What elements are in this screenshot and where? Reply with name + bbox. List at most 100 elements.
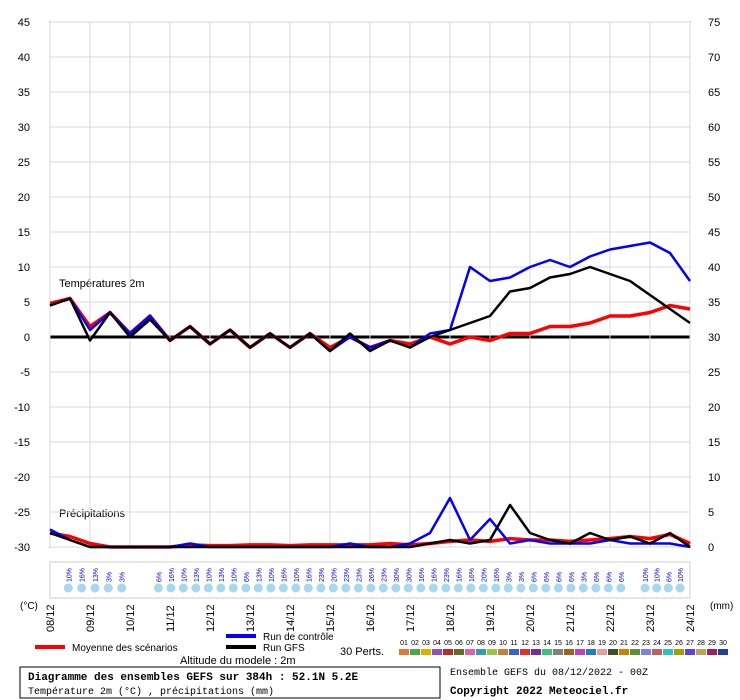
snow-risk-label: 16% [80,568,87,582]
perturbation-label: 21 [620,640,628,647]
snow-risk-label: 10% [643,568,650,582]
snow-risk-label: 20% [481,568,488,582]
snow-risk-label: 6% [544,572,551,582]
snow-marker [253,583,263,593]
temp-label: Températures 2m [59,278,145,290]
snow-marker [191,583,201,593]
y-tick-label: 0 [24,332,30,344]
snow-risk-label: 23% [381,568,388,582]
chart-subtitle: Température 2m (°C) , précipitations (mm… [28,686,274,698]
chart-title: Diagramme des ensembles GEFS sur 384h : … [28,672,358,684]
y2-tick-label: 25 [708,367,720,379]
perturbation-label: 29 [708,640,716,647]
perturbation-swatch [663,649,673,655]
perturbation-label: 16 [565,640,573,647]
snow-marker [591,583,601,593]
x-tick-label: 09/12 [85,604,97,632]
snow-risk-label: 13% [256,568,263,582]
copyright: Copyright 2022 Meteociel.fr [450,686,628,698]
perturbation-label: 09 [488,640,496,647]
snow-marker [640,583,650,593]
y-tick-label: 35 [18,87,30,99]
perturbation-label: 02 [411,640,419,647]
snow-risk-label: 16% [494,568,501,582]
x-tick-label: 17/12 [405,604,417,632]
perturbation-swatch [619,649,629,655]
perturbation-swatch [542,649,552,655]
y2-tick-label: 50 [708,192,720,204]
perturbation-label: 06 [455,640,463,647]
y2-tick-label: 0 [708,542,714,554]
snow-risk-label: 10% [66,568,73,582]
snow-risk-label: 23% [344,568,351,582]
snow-risk-label: 3% [581,572,588,582]
y-tick-label: -30 [14,542,30,554]
y-tick-label: 15 [18,227,30,239]
perturbation-swatch [597,649,607,655]
legend-label: Run de contrôle [263,632,334,643]
perturbation-swatch [410,649,420,655]
x-tick-label: 16/12 [365,604,377,632]
perturbation-swatch [553,649,563,655]
perturbation-label: 20 [609,640,617,647]
perturbation-swatch [531,649,541,655]
perturbation-swatch [630,649,640,655]
snow-marker [278,583,288,593]
title-box [19,666,441,699]
snow-marker [675,583,685,593]
perturbation-label: 15 [554,640,562,647]
snow-risk-label: 16% [469,568,476,582]
perturbation-label: 05 [444,640,452,647]
snow-risk-label: 16% [431,568,438,582]
x-tick-label: 18/12 [445,604,457,632]
perturbation-swatch [432,649,442,655]
snow-marker [416,583,426,593]
snow-marker [391,583,401,593]
snow-marker [503,583,513,593]
x-tick-label: 13/12 [245,604,257,632]
snow-risk-label: 3% [506,572,513,582]
y-tick-label: -20 [14,472,30,484]
snow-risk-label: 6% [606,572,613,582]
y2-tick-label: 5 [708,507,714,519]
snow-risk-label: 13% [219,568,226,582]
snow-risk-label: 6% [156,572,163,582]
perturbation-swatch [674,649,684,655]
series-line [49,241,692,353]
snow-marker [228,583,238,593]
snow-marker [541,583,551,593]
snow-risk-label: 10% [294,568,301,582]
snow-marker [453,583,463,593]
perturbation-swatch [718,649,728,655]
x-tick-label: 15/12 [325,604,337,632]
snow-risk-label: 6% [556,572,563,582]
perturbation-label: 19 [598,640,606,647]
snow-marker [528,583,538,593]
series-line [49,503,691,549]
perturbation-label: 13 [532,640,540,647]
y-tick-label: 40 [18,52,30,64]
snow-marker [178,583,188,593]
snow-risk-label: 26% [369,568,376,582]
perturbation-label: 03 [422,640,430,647]
snow-marker [103,583,113,593]
y-tick-label: -10 [14,402,30,414]
snow-risk-label: 16% [456,568,463,582]
x-tick-label: 11/12 [165,605,177,632]
snow-risk-label: 23% [319,568,326,582]
y2-tick-label: 70 [708,52,720,64]
y2-tick-label: 15 [708,437,720,449]
precip-label: Précipitations [59,508,126,520]
y2-tick-label: 30 [708,332,720,344]
snow-risk-label: 3% [519,572,526,582]
snow-marker [303,583,313,593]
x-tick-label: 21/12 [565,604,577,632]
perturbation-swatch [399,649,409,655]
snow-marker [166,583,176,593]
y-tick-label: 5 [24,297,30,309]
snow-marker [341,583,351,593]
snow-marker [478,583,488,593]
snow-risk-label: 10% [206,568,213,582]
perturbation-swatch [685,649,695,655]
